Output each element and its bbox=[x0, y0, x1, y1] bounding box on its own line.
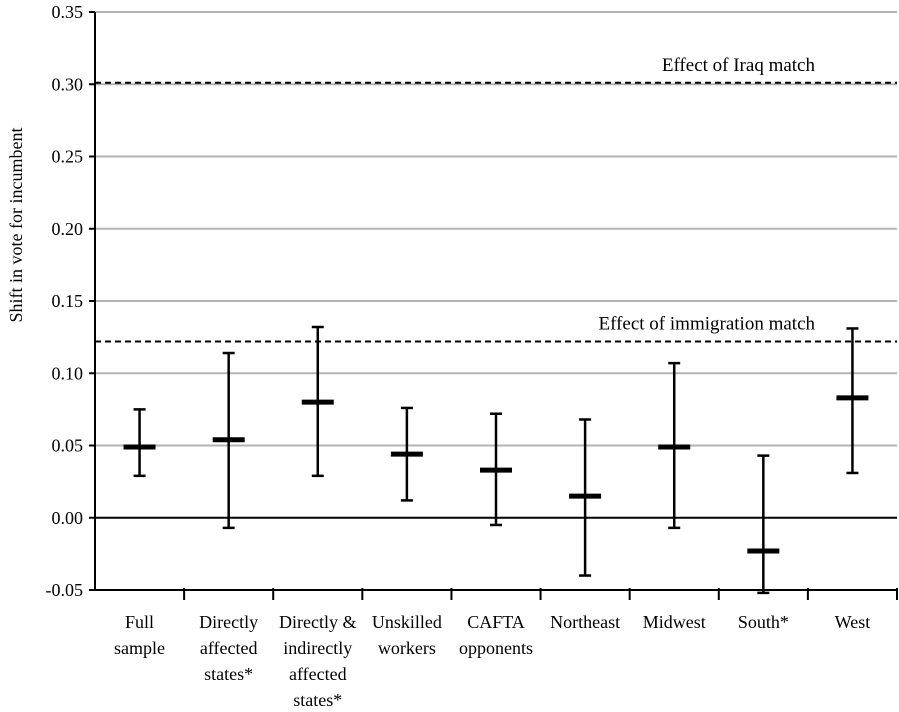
category-label: Northeast bbox=[550, 612, 620, 632]
category-label-line: West bbox=[835, 612, 871, 632]
category-label-line: Directly & bbox=[279, 612, 356, 632]
reference-line-label: Effect of immigration match bbox=[599, 313, 816, 334]
reference-line-label: Effect of Iraq match bbox=[662, 55, 816, 76]
error-bar bbox=[301, 325, 334, 478]
category-label-line: Midwest bbox=[643, 612, 706, 632]
y-tick-label: 0.35 bbox=[52, 2, 84, 22]
category-label-line: Full bbox=[125, 612, 154, 632]
y-tick-label: 0.05 bbox=[52, 436, 84, 456]
category-label-line: opponents bbox=[459, 638, 533, 658]
error-bar bbox=[480, 412, 512, 527]
gridlines bbox=[95, 11, 897, 447]
category-label-line: Directly bbox=[199, 612, 258, 632]
category-label-line: Unskilled bbox=[372, 612, 442, 632]
category-label-line: states* bbox=[204, 664, 253, 684]
y-tick-label: 0.10 bbox=[52, 363, 84, 383]
category-label-line: South* bbox=[738, 612, 789, 632]
y-tick-label: -0.05 bbox=[46, 580, 84, 600]
category-label: Midwest bbox=[643, 612, 706, 632]
x-ticks bbox=[183, 588, 898, 600]
category-label-line: affected bbox=[200, 638, 258, 658]
y-axis-title: Shift in vote for incumbent bbox=[6, 128, 26, 323]
y-tick-label: 0.30 bbox=[52, 74, 84, 94]
error-bar bbox=[658, 361, 691, 530]
category-label: South* bbox=[738, 612, 789, 632]
y-tick-label: 0.25 bbox=[52, 147, 84, 167]
category-label: Unskilled workers bbox=[372, 612, 442, 658]
category-label: CAFTA opponents bbox=[459, 612, 533, 658]
error-bar bbox=[390, 406, 423, 502]
error-bar bbox=[836, 327, 869, 475]
category-label-line: Northeast bbox=[550, 612, 620, 632]
category-label-line: workers bbox=[378, 638, 436, 658]
error-bar bbox=[569, 418, 602, 577]
y-ticks: 0.35 0.30 0.25 0.20 0.15 0.10 0.05 0.00 -0.05 bbox=[46, 2, 95, 600]
category-label: Directly & indirectly affected states* bbox=[279, 612, 356, 710]
category-label: Full sample bbox=[114, 612, 165, 658]
category-label-line: indirectly bbox=[283, 638, 352, 658]
y-tick-label: 0.15 bbox=[52, 291, 84, 311]
category-label-line: CAFTA bbox=[467, 612, 525, 632]
error-bar bbox=[212, 351, 245, 530]
error-bars bbox=[123, 325, 869, 595]
error-bar bbox=[123, 408, 156, 478]
category-label: Directly affected states* bbox=[199, 612, 258, 684]
category-label-line: affected bbox=[289, 664, 347, 684]
error-bar bbox=[747, 454, 780, 595]
y-tick-label: 0.20 bbox=[52, 219, 84, 239]
category-label-line: states* bbox=[293, 690, 342, 710]
category-label-line: sample bbox=[114, 638, 165, 658]
reference-lines: Effect of Iraq match Effect of immigratio… bbox=[95, 55, 897, 343]
category-label: West bbox=[835, 612, 871, 632]
y-tick-label: 0.00 bbox=[52, 508, 84, 528]
